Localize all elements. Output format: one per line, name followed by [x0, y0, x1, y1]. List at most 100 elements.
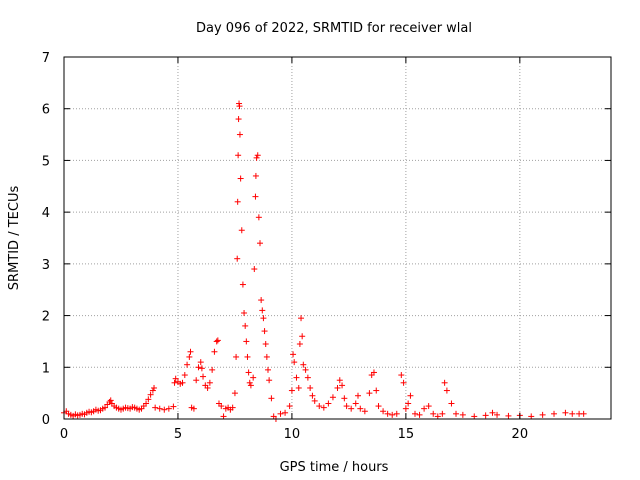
data-point: [348, 405, 355, 412]
data-point: [143, 400, 150, 407]
data-point: [187, 348, 194, 355]
data-point: [562, 409, 569, 416]
x-axis-label: GPS time / hours: [280, 460, 389, 475]
data-point: [250, 374, 257, 381]
data-point: [329, 394, 336, 401]
data-point: [235, 116, 242, 123]
data-point: [421, 405, 428, 412]
data-point: [316, 403, 323, 410]
data-point: [152, 404, 159, 411]
data-point: [253, 154, 260, 161]
x-tick-label: 0: [60, 427, 68, 442]
data-point: [213, 338, 220, 345]
data-point: [407, 392, 414, 399]
data-point: [300, 361, 307, 368]
data-point: [237, 175, 244, 182]
data-point: [243, 338, 250, 345]
data-point: [246, 379, 253, 386]
data-point: [151, 384, 158, 391]
data-point: [339, 382, 346, 389]
data-point: [357, 405, 364, 412]
data-point: [204, 384, 211, 391]
data-point: [505, 412, 512, 419]
data-point: [405, 400, 412, 407]
data-point: [259, 307, 266, 314]
data-point: [235, 152, 242, 159]
y-tick-label: 4: [42, 206, 50, 221]
data-point: [257, 240, 264, 247]
data-point: [268, 395, 275, 402]
data-point: [282, 409, 289, 416]
data-point: [234, 198, 241, 205]
data-point: [343, 403, 350, 410]
data-point: [193, 377, 200, 384]
data-point: [218, 403, 225, 410]
data-point: [242, 322, 249, 329]
data-point: [233, 353, 240, 360]
data-point: [181, 372, 188, 379]
data-point: [453, 410, 460, 417]
data-point: [393, 410, 400, 417]
data-point: [254, 152, 261, 159]
axis-ticks: 0 5 10 15 20 0 1 2 3 4 5 6 7: [42, 51, 611, 442]
data-point: [244, 353, 251, 360]
data-point: [214, 337, 221, 344]
data-point: [434, 413, 441, 420]
data-point: [184, 361, 191, 368]
data-point: [156, 405, 163, 412]
data-point: [448, 400, 455, 407]
data-point: [170, 403, 177, 410]
data-point: [290, 351, 297, 358]
y-tick-label: 5: [42, 154, 50, 169]
data-point: [325, 400, 332, 407]
data-point: [295, 384, 302, 391]
data-point: [320, 404, 327, 411]
data-point: [411, 410, 418, 417]
data-point: [261, 328, 268, 335]
data-point: [389, 411, 396, 418]
data-point: [569, 410, 576, 417]
data-point: [266, 377, 273, 384]
data-point: [398, 372, 405, 379]
data-point: [425, 403, 432, 410]
data-point: [260, 315, 267, 322]
data-point: [361, 408, 368, 415]
data-point: [171, 379, 178, 386]
x-tick-label: 20: [512, 427, 529, 442]
data-point: [231, 390, 238, 397]
data-point: [430, 410, 437, 417]
data-point: [107, 397, 114, 404]
data-point: [373, 387, 380, 394]
x-tick-label: 10: [284, 427, 301, 442]
data-point: [402, 405, 409, 412]
data-point: [298, 315, 305, 322]
data-point: [179, 379, 186, 386]
data-points: [61, 100, 587, 422]
data-point: [229, 404, 236, 411]
x-tick-label: 15: [398, 427, 415, 442]
data-point: [262, 341, 269, 348]
data-point: [206, 379, 213, 386]
y-tick-label: 7: [42, 51, 50, 66]
data-point: [200, 373, 207, 380]
data-point: [252, 193, 259, 200]
data-point: [277, 410, 284, 417]
data-point: [459, 411, 466, 418]
data-point: [384, 410, 391, 417]
data-point: [211, 348, 218, 355]
data-point: [241, 309, 248, 316]
y-tick-label: 0: [42, 413, 50, 428]
data-point: [251, 266, 258, 273]
data-point: [286, 403, 293, 410]
data-point: [366, 390, 373, 397]
data-point: [551, 410, 558, 417]
x-tick-label: 5: [174, 427, 182, 442]
data-point: [252, 172, 259, 179]
plot-frame: [63, 56, 612, 420]
data-point: [296, 341, 303, 348]
data-point: [234, 255, 241, 262]
data-point: [494, 411, 501, 418]
data-point: [416, 411, 423, 418]
data-point: [220, 413, 227, 420]
